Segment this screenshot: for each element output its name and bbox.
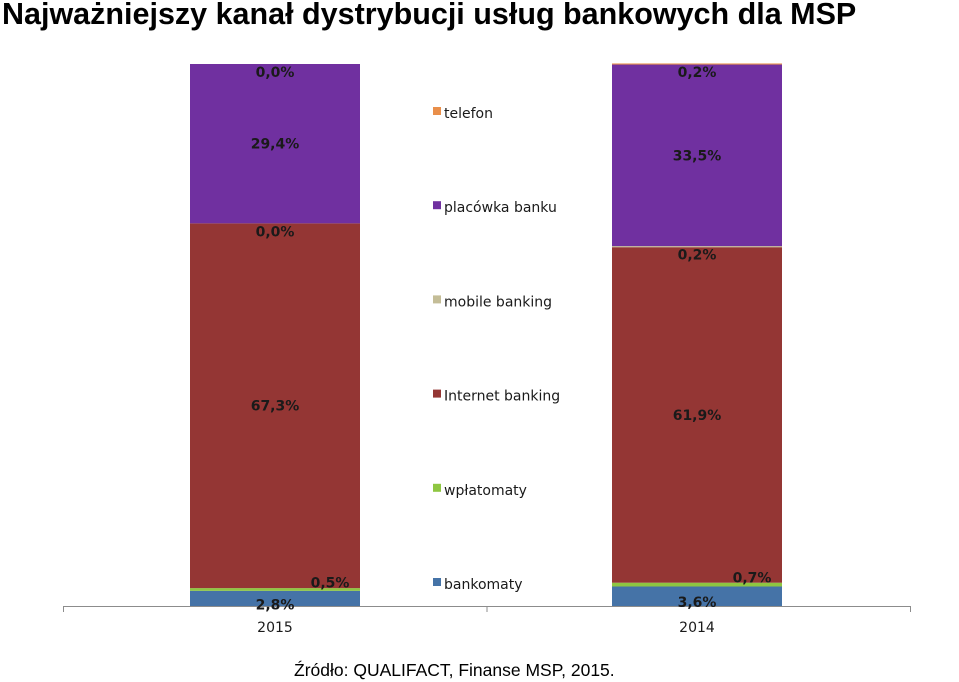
- bar-wplatomaty-2014: [612, 582, 782, 587]
- legend: telefon placówka banku mobile banking Inter…: [433, 106, 560, 593]
- data-label-telefon-2015: 0,0%: [256, 65, 295, 81]
- legend-label-wplatomaty: wpłatomaty: [444, 483, 527, 499]
- bar-mobile-banking-2014: [612, 246, 782, 248]
- data-label-bankomaty-2014: 3,6%: [678, 595, 717, 611]
- bar-internet-banking-2015: [190, 223, 360, 589]
- legend-label-bankomaty: bankomaty: [444, 577, 523, 593]
- data-label-telefon-2014: 0,2%: [678, 65, 717, 81]
- data-label-internet-banking-2014: 61,9%: [673, 408, 722, 424]
- data-label-placowka-banku-2014: 33,5%: [673, 148, 722, 164]
- bar-telefon-2014: [612, 63, 782, 65]
- legend-swatch-bankomaty: [433, 578, 441, 586]
- data-label-internet-banking-2015: 67,3%: [251, 399, 300, 415]
- legend-swatch-placowka-banku: [433, 201, 441, 210]
- x-tick-label-2014: 2014: [679, 620, 715, 636]
- bar-placowka-banku-2015: [190, 64, 360, 224]
- legend-label-internet-banking: Internet banking: [444, 389, 560, 405]
- x-axis: 2015 2014: [63, 606, 911, 636]
- data-label-placowka-banku-2015: 29,4%: [251, 137, 300, 153]
- data-label-wplatomaty-2014: 0,7%: [733, 571, 772, 587]
- data-labels-layer: 2,8% 0,5% 67,3% 0,0% 29,4% 0,0% 3,6% 0,7% 61,9% 0…: [251, 65, 772, 613]
- legend-label-telefon: telefon: [444, 106, 493, 122]
- bar-bankomaty-2015: [190, 590, 360, 606]
- data-label-wplatomaty-2015: 0,5%: [311, 575, 350, 591]
- legend-swatch-internet-banking: [433, 389, 441, 398]
- legend-swatch-wplatomaty: [433, 483, 441, 492]
- bar-placowka-banku-2014: [612, 64, 782, 247]
- bar-internet-banking-2014: [612, 247, 782, 583]
- chart-title: Najważniejszy kanał dystrybucji usług ba…: [2, 0, 857, 31]
- bars-layer: [190, 63, 782, 606]
- data-label-bankomaty-2015: 2,8%: [256, 597, 295, 613]
- legend-label-placowka-banku: placówka banku: [444, 200, 557, 216]
- bar-bankomaty-2014: [612, 586, 782, 606]
- legend-swatch-mobile-banking: [433, 295, 441, 304]
- data-label-mobile-banking-2015: 0,0%: [256, 224, 295, 240]
- source-note: Źródło: QUALIFACT, Finanse MSP, 2015.: [294, 660, 615, 680]
- x-tick-label-2015: 2015: [257, 620, 293, 636]
- legend-label-mobile-banking: mobile banking: [444, 294, 552, 310]
- data-label-mobile-banking-2014: 0,2%: [678, 248, 717, 264]
- legend-swatch-telefon: [433, 107, 441, 115]
- bar-wplatomaty-2015: [190, 588, 360, 591]
